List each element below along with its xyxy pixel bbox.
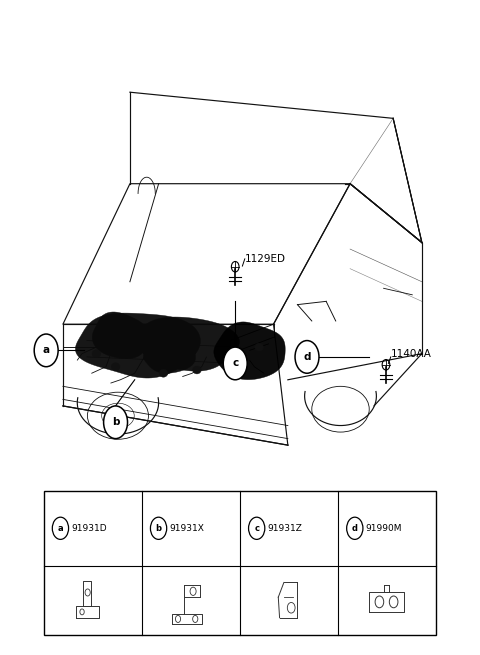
Ellipse shape bbox=[192, 366, 201, 374]
Text: a: a bbox=[58, 524, 63, 533]
Text: 91931D: 91931D bbox=[71, 524, 107, 533]
Ellipse shape bbox=[159, 369, 168, 377]
Text: a: a bbox=[43, 345, 50, 356]
Circle shape bbox=[223, 347, 247, 380]
Circle shape bbox=[295, 341, 319, 373]
Text: b: b bbox=[156, 524, 162, 533]
Text: 91931Z: 91931Z bbox=[267, 524, 302, 533]
Text: c: c bbox=[232, 358, 239, 369]
Circle shape bbox=[52, 517, 69, 540]
Text: 91990M: 91990M bbox=[365, 524, 402, 533]
Polygon shape bbox=[214, 322, 285, 380]
Text: 1129ED: 1129ED bbox=[245, 254, 286, 264]
Text: 1140AA: 1140AA bbox=[391, 348, 432, 359]
Text: b: b bbox=[112, 417, 120, 427]
Polygon shape bbox=[138, 317, 240, 371]
Ellipse shape bbox=[92, 350, 101, 358]
Circle shape bbox=[104, 406, 128, 439]
Ellipse shape bbox=[255, 343, 264, 351]
Text: 91931X: 91931X bbox=[169, 524, 204, 533]
Ellipse shape bbox=[111, 363, 120, 371]
Circle shape bbox=[347, 517, 363, 540]
Polygon shape bbox=[144, 342, 195, 373]
Text: c: c bbox=[254, 524, 259, 533]
Text: d: d bbox=[352, 524, 358, 533]
Polygon shape bbox=[75, 313, 200, 378]
Circle shape bbox=[249, 517, 265, 540]
Text: d: d bbox=[303, 352, 311, 362]
Circle shape bbox=[150, 517, 167, 540]
Polygon shape bbox=[92, 312, 149, 358]
Circle shape bbox=[34, 334, 58, 367]
